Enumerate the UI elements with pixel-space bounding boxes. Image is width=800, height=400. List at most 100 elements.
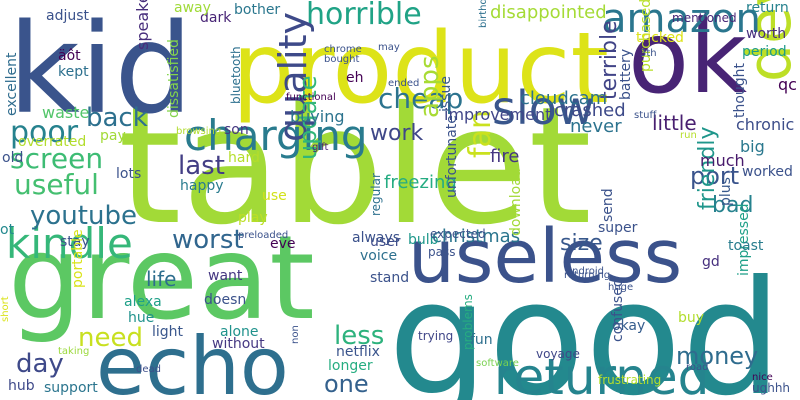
- word-youtube-19: youtube: [30, 201, 137, 231]
- word-download-135: download: [508, 168, 524, 236]
- word-son-117: son: [224, 122, 249, 138]
- word-tablet-0: tablet: [118, 73, 592, 261]
- word-alone-89: alone: [220, 324, 259, 340]
- word-hard-76: hard: [228, 150, 260, 166]
- word-short-108: short: [0, 296, 11, 322]
- word-port-33: port: [690, 162, 739, 190]
- word-purchased-55: purchased: [638, 0, 654, 72]
- word-hue-87: hue: [128, 310, 154, 326]
- word-huge-143: huge: [608, 282, 633, 293]
- word-crashed-49: crashed: [554, 100, 626, 121]
- word-much-68: much: [700, 151, 745, 170]
- word-bulb-85: bulb: [408, 232, 439, 248]
- word-run-129: run: [680, 130, 697, 141]
- word-voyage-99: voyage: [536, 347, 580, 361]
- word-never-41: never: [570, 116, 622, 137]
- word-bother-59: bother: [234, 2, 280, 18]
- word-thought-66: thought: [732, 62, 748, 118]
- word-overrated-113: overrated: [18, 134, 86, 150]
- word-issue-61: issue: [438, 76, 454, 112]
- word-nice-102: nice: [752, 372, 773, 383]
- word-confused-96: confused: [610, 278, 626, 342]
- word-worst-20: worst: [172, 225, 244, 255]
- word-charging-12: charging: [184, 111, 368, 160]
- word-money-28: money: [676, 342, 758, 370]
- word-back-23: back: [86, 103, 148, 133]
- word-stand-83: stand: [370, 270, 409, 286]
- word-friendly-34: friendly: [695, 127, 720, 210]
- word-trying-98: trying: [418, 329, 453, 343]
- word-life-42: life: [146, 267, 176, 291]
- word-android-138: android: [566, 266, 604, 277]
- word-christmas-50: christmas: [432, 226, 520, 247]
- word-browsing-118: browsing: [176, 126, 221, 137]
- word-light-88: light: [152, 324, 184, 340]
- word-ughhh-103: ughhh: [752, 381, 790, 395]
- word-quality-15: quality: [271, 12, 315, 142]
- word-freezing-46: freezing: [384, 172, 457, 193]
- word-update-31: update: [294, 75, 322, 160]
- word-slow-11: slow: [492, 81, 595, 135]
- word-pay-114: pay: [100, 128, 126, 144]
- word-ok-5: ok: [628, 0, 747, 116]
- word-improvement-47: improvement: [444, 105, 551, 124]
- word-problems-97: problems: [461, 294, 475, 350]
- word-gift-119: gift: [312, 142, 328, 153]
- word-fan-27: fan: [463, 110, 498, 158]
- word-gd-74: gd: [702, 254, 720, 270]
- word-tricked-62: tricked: [636, 30, 684, 46]
- word-always-84: always: [352, 230, 400, 246]
- word-ended-124: ended: [388, 78, 419, 89]
- word-battery-130: battery: [618, 49, 634, 100]
- word-regular-131: regular: [369, 173, 383, 216]
- word-support-105: support: [44, 380, 98, 396]
- word-happy-75: happy: [180, 178, 224, 194]
- word-toast-73: toast: [728, 238, 764, 254]
- word-mentioned-60: mentioned: [672, 11, 737, 25]
- word-terrible-36: terrible: [597, 20, 622, 100]
- word-last-22: last: [178, 151, 225, 181]
- word-expected-132: expected: [430, 227, 486, 241]
- word-dead-106: dead: [136, 364, 161, 375]
- word-big-69: big: [740, 137, 765, 156]
- word-worked-70: worked: [742, 164, 793, 180]
- word-stay-110: stay: [60, 234, 90, 250]
- word-poor-16: poor: [10, 115, 79, 150]
- word-bought-121: bought: [324, 54, 359, 65]
- word-returning-142: returning: [564, 270, 610, 281]
- word-kid-4: kid: [8, 0, 193, 142]
- word-fire-38: fire: [490, 146, 519, 167]
- word-send-137: send: [600, 188, 616, 222]
- word-speaker-45: speaker: [133, 0, 152, 50]
- word-taking-107: taking: [58, 346, 89, 357]
- word-away-58: away: [174, 0, 211, 16]
- word-voice-82: voice: [360, 248, 397, 264]
- word-bad-35: bad: [712, 193, 753, 218]
- word-disappointed-37: disappointed: [490, 2, 607, 23]
- word-cloudcam-48: cloudcam: [520, 88, 607, 109]
- word-ot-109: ot: [0, 222, 15, 238]
- word-qc-67: qc: [778, 75, 797, 94]
- word-adjust-56: adjust: [46, 8, 90, 24]
- word-bluetooth-54: bluetooth: [229, 46, 243, 104]
- word-echo-6: echo: [96, 320, 289, 400]
- word-preloaded-139: preloaded: [238, 230, 288, 241]
- word-need-24: need: [78, 323, 143, 353]
- word-eve-79: eve: [270, 236, 296, 252]
- word-day-26: day: [16, 349, 64, 379]
- word-useless-7: useless: [408, 214, 682, 300]
- word-3th-127: 3th: [640, 48, 657, 59]
- word-functional-123: functional: [286, 92, 336, 103]
- word-old-112: old: [2, 150, 23, 166]
- word-excellent-52: excellent: [4, 52, 20, 116]
- word-without-90: without: [212, 336, 265, 352]
- word-cheap-21: cheap: [378, 82, 463, 115]
- word-portable-141: portable: [70, 229, 86, 288]
- word-non-145: non: [290, 325, 301, 344]
- word-okay-94: okay: [612, 318, 645, 334]
- word-use-77: use: [262, 188, 287, 204]
- word-frustrating-101: frustrating: [598, 373, 661, 387]
- word-device-8: device: [735, 0, 800, 82]
